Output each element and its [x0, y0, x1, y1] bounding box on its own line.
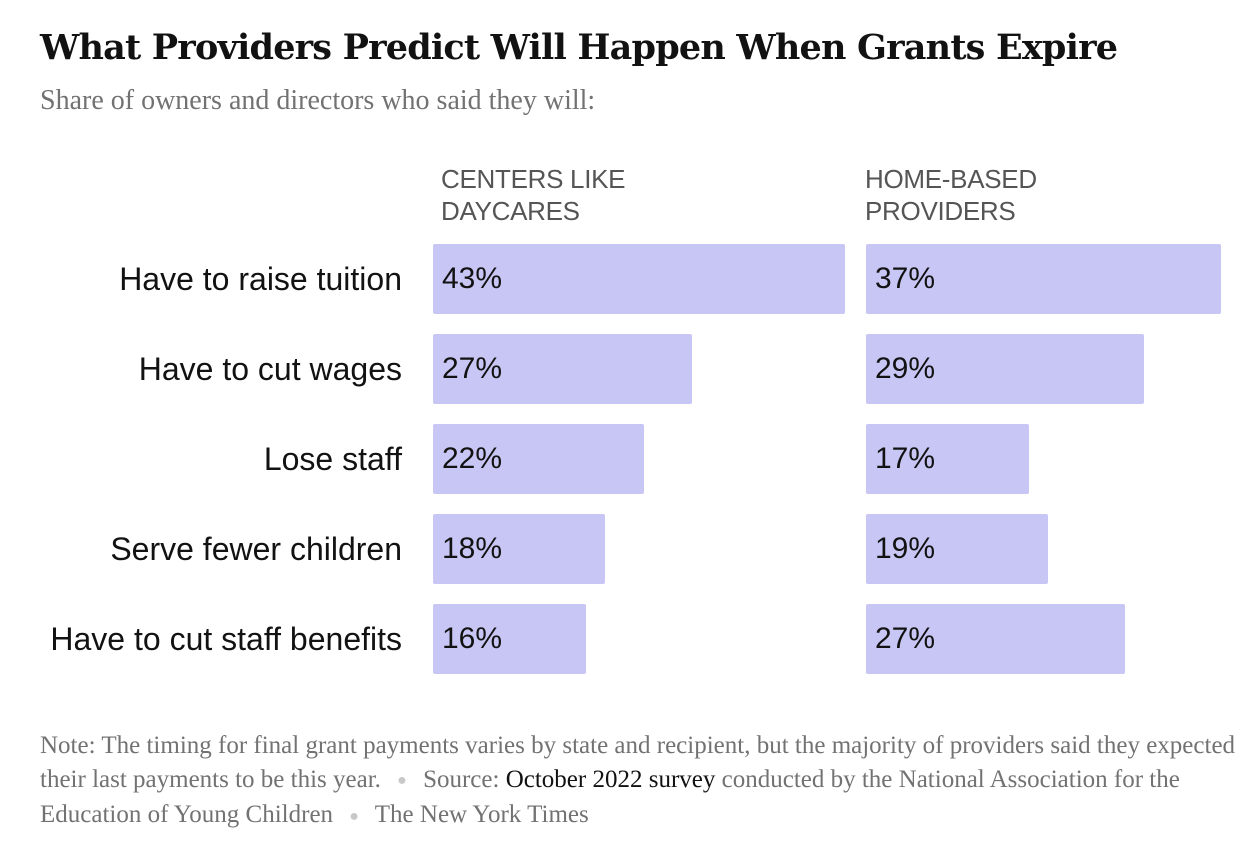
separator-dot-icon: ●: [397, 772, 407, 790]
bar-centers: [433, 244, 845, 314]
bar-centers: [433, 514, 605, 584]
column-header-centers-line-2: DAYCARES: [441, 196, 580, 226]
value-label-centers: 16%: [442, 622, 503, 655]
bar-home-based: [866, 514, 1048, 584]
bar-centers: [433, 604, 586, 674]
chart-footer-note: Note: The timing for final grant payment…: [40, 729, 1245, 834]
note-label: Note:: [40, 732, 96, 759]
column-header-home-based: HOME-BASED PROVIDERS: [865, 163, 1037, 227]
value-label-centers: 18%: [442, 532, 503, 565]
column-header-centers-line-1: CENTERS LIKE: [441, 164, 626, 194]
chart-title: What Providers Predict Will Happen When …: [40, 27, 1118, 68]
source-text: conducted by the National Association fo…: [40, 766, 1180, 829]
source-label: Source:: [423, 766, 500, 793]
value-label-home-based: 19%: [875, 532, 936, 565]
column-header-centers: CENTERS LIKE DAYCARES: [441, 163, 626, 227]
value-label-centers: 22%: [442, 442, 503, 475]
value-label-home-based: 29%: [875, 352, 936, 385]
category-label: Have to cut wages: [138, 351, 402, 387]
separator-dot-icon: ●: [349, 807, 359, 825]
bar-centers: [433, 424, 644, 494]
value-label-home-based: 17%: [875, 442, 936, 475]
bar-centers: [433, 334, 692, 404]
chart-subtitle: Share of owners and directors who said t…: [40, 85, 596, 116]
value-label-centers: 43%: [442, 262, 503, 295]
bar-home-based: [866, 424, 1029, 494]
column-header-home-based-line-1: HOME-BASED: [865, 164, 1037, 194]
note-text: The timing for final grant payments vari…: [40, 732, 1236, 793]
credit: The New York Times: [374, 801, 589, 829]
column-header-home-based-line-2: PROVIDERS: [865, 196, 1016, 226]
category-label: Have to raise tuition: [119, 261, 402, 297]
bar-home-based: [866, 244, 1221, 314]
value-label-home-based: 27%: [875, 622, 936, 655]
value-label-centers: 27%: [442, 352, 503, 385]
bar-home-based: [866, 604, 1125, 674]
category-label: Lose staff: [263, 441, 402, 477]
category-label: Have to cut staff benefits: [50, 621, 402, 657]
source-link[interactable]: October 2022 survey: [505, 766, 716, 793]
category-label: Serve fewer children: [110, 531, 402, 567]
bar-home-based: [866, 334, 1144, 404]
value-label-home-based: 37%: [875, 262, 936, 295]
